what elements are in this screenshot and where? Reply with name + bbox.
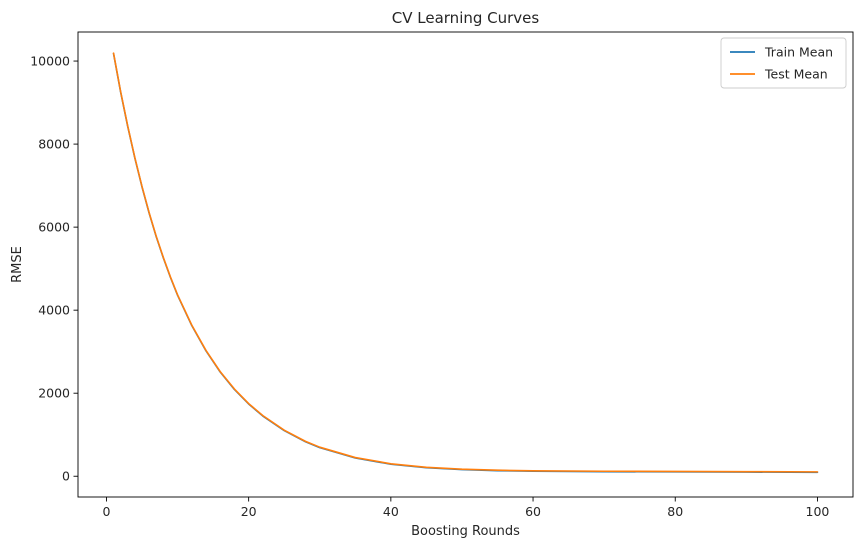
y-tick-label: 6000 (38, 220, 70, 235)
axes-frame (77, 31, 854, 498)
series-layer (112, 52, 819, 474)
x-tick-label: 80 (667, 504, 683, 519)
y-tick-label: 10000 (30, 54, 70, 69)
y-tick-label: 8000 (38, 137, 70, 152)
legend-entry-label: Train Mean (764, 45, 833, 60)
x-tick-label: 40 (383, 504, 399, 519)
axes-layer: 0 20 40 60 80 100 0 2000 4000 6000 8000 10000 (30, 31, 854, 519)
plot-area (78, 32, 853, 497)
y-axis-label: RMSE (10, 246, 25, 283)
x-tick-label: 60 (525, 504, 541, 519)
x-tick-label: 20 (241, 504, 257, 519)
chart-title: CV Learning Curves (392, 9, 540, 27)
x-tick-label: 0 (102, 504, 110, 519)
x-tick-label: 100 (806, 504, 830, 519)
y-tick-label: 2000 (38, 386, 70, 401)
legend: Train Mean Test Mean (720, 37, 847, 89)
series-line-test-mean (112, 52, 819, 473)
y-tick-label: 4000 (38, 303, 70, 318)
x-axis-label: Boosting Rounds (411, 524, 520, 539)
legend-box (720, 37, 847, 89)
y-tick-label: 0 (62, 469, 70, 484)
legend-entry-label: Test Mean (764, 67, 828, 82)
